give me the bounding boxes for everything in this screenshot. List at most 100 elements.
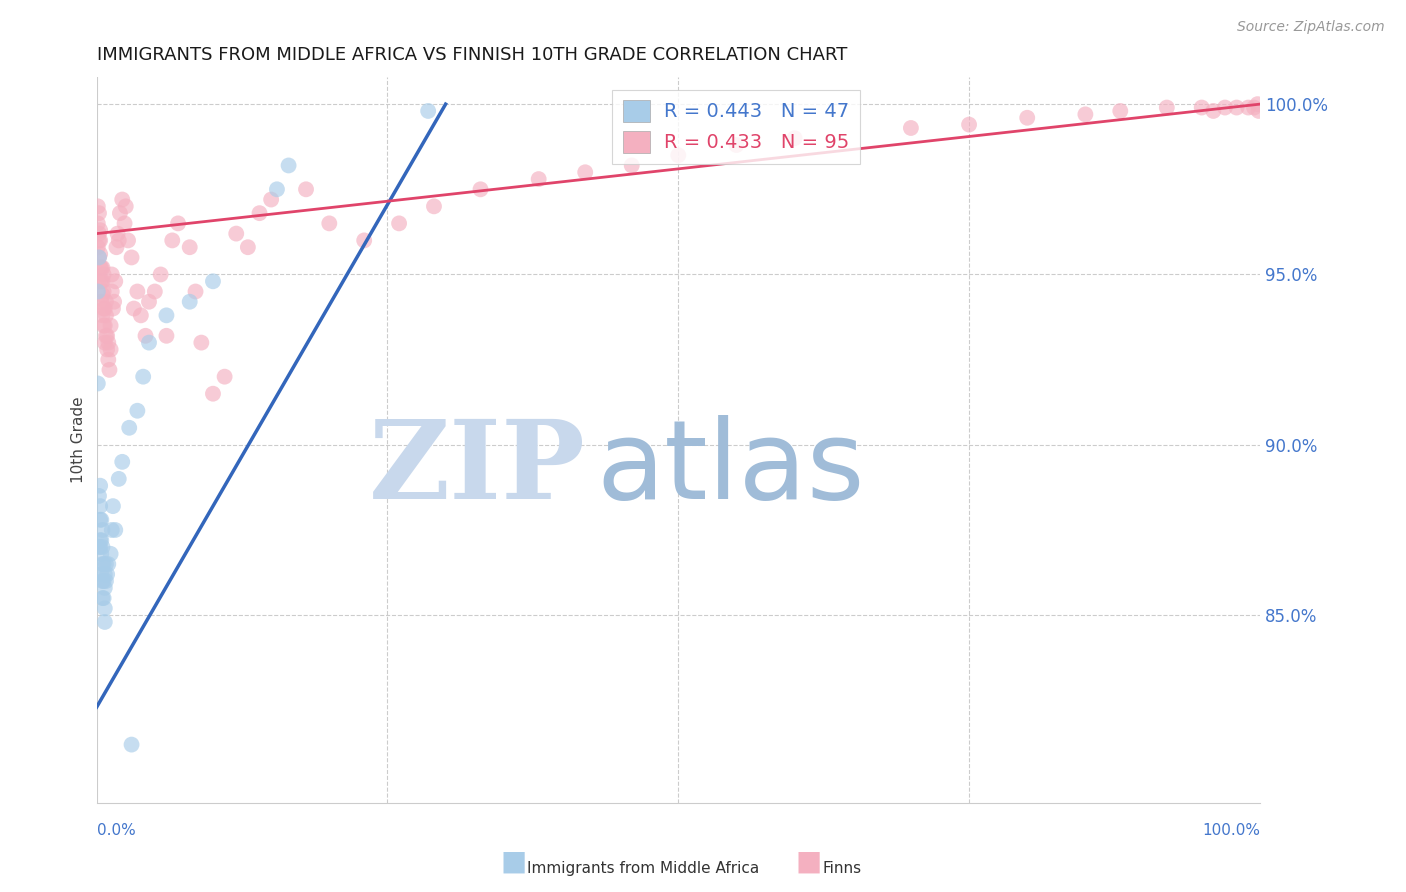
Point (179, 294, 201, 309)
Point (783, 131, 806, 145)
Point (94, 601, 117, 615)
Point (138, 335, 160, 350)
Point (155, 309, 177, 323)
Point (418, 103, 440, 118)
Point (138, 294, 160, 309)
Point (87, 251, 110, 265)
Point (114, 199, 136, 213)
Point (91, 591, 114, 606)
Text: 100.0%: 100.0% (1202, 823, 1260, 838)
Point (94, 567, 117, 582)
Point (87, 206, 110, 220)
Point (90, 294, 112, 309)
Point (1213, 101, 1236, 115)
Point (100, 318, 122, 333)
Point (117, 234, 139, 248)
Point (1156, 101, 1178, 115)
Point (94, 294, 117, 309)
Text: 0.0%: 0.0% (97, 823, 135, 838)
Point (93, 301, 115, 316)
Point (89, 499, 111, 513)
Point (87, 234, 110, 248)
Point (388, 216, 411, 230)
Point (87, 376, 110, 391)
Point (94, 557, 117, 571)
Point (225, 227, 247, 241)
Point (353, 234, 375, 248)
Y-axis label: 10th Grade: 10th Grade (72, 396, 86, 483)
Point (90, 533, 112, 548)
Point (89, 223, 111, 237)
Point (111, 455, 134, 469)
Text: Finns: Finns (823, 861, 862, 876)
Point (127, 285, 149, 299)
Point (121, 251, 143, 265)
Point (93, 557, 115, 571)
Point (91, 523, 114, 537)
Point (87, 540, 110, 554)
Point (100, 343, 122, 357)
Point (87, 227, 110, 241)
Point (184, 285, 207, 299)
Text: IMMIGRANTS FROM MIDDLE AFRICA VS FINNISH 10TH GRADE CORRELATION CHART: IMMIGRANTS FROM MIDDLE AFRICA VS FINNISH… (97, 46, 846, 64)
Point (155, 328, 177, 343)
Point (101, 301, 124, 316)
Point (93, 318, 115, 333)
Point (1237, 101, 1260, 115)
Point (104, 274, 127, 288)
Point (89, 478, 111, 492)
Point (90, 547, 112, 561)
Point (90, 274, 112, 288)
Point (470, 182, 492, 196)
Point (132, 369, 155, 384)
Point (87, 285, 110, 299)
Point (236, 240, 259, 254)
Point (725, 138, 748, 153)
Point (143, 285, 166, 299)
Point (107, 227, 129, 241)
Point (94, 615, 117, 629)
Point (96, 567, 118, 582)
Point (100, 547, 122, 561)
Point (527, 172, 550, 186)
Point (201, 386, 224, 401)
Point (1202, 103, 1225, 118)
Point (89, 274, 111, 288)
Point (129, 309, 152, 323)
Point (96, 328, 118, 343)
Point (93, 268, 115, 282)
Point (94, 301, 117, 316)
Point (89, 540, 111, 554)
Point (108, 206, 131, 220)
Point (87, 251, 110, 265)
Point (1191, 101, 1213, 115)
Point (90, 513, 112, 527)
Point (149, 268, 172, 282)
Point (111, 193, 134, 207)
Text: Immigrants from Middle Africa: Immigrants from Middle Africa (527, 861, 759, 876)
Point (94, 309, 117, 323)
Point (318, 216, 340, 230)
Point (94, 581, 117, 595)
Text: ZIP: ZIP (368, 415, 585, 522)
Point (179, 240, 201, 254)
Point (97, 335, 120, 350)
Point (93, 574, 115, 588)
Point (162, 234, 184, 248)
Point (94, 335, 117, 350)
Point (107, 472, 129, 486)
Point (574, 165, 596, 179)
Point (101, 285, 124, 299)
Point (101, 499, 124, 513)
Point (114, 216, 136, 230)
Point (105, 240, 128, 254)
Point (94, 328, 117, 343)
Point (107, 234, 129, 248)
Point (87, 216, 110, 230)
Point (98, 363, 121, 377)
Point (96, 343, 118, 357)
Point (190, 335, 212, 350)
Point (97, 352, 120, 367)
Point (91, 274, 114, 288)
Point (1226, 101, 1249, 115)
